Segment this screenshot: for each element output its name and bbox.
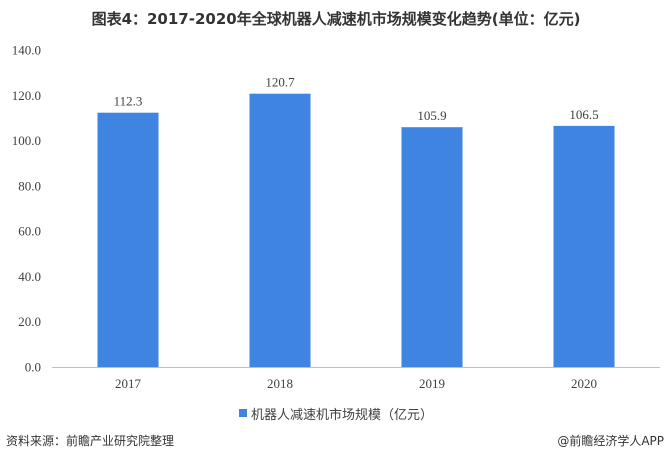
data-label-2019: 105.9 bbox=[417, 108, 446, 123]
legend: 机器人减速机市场规模（亿元） bbox=[0, 404, 672, 423]
y-tick-label-6: 120.0 bbox=[12, 88, 41, 103]
bar-2018 bbox=[249, 93, 311, 367]
x-tick-label-2017: 2017 bbox=[115, 376, 142, 391]
y-axis-tick-labels: 0.0 20.0 40.0 60.0 80.0 100.0 120.0 140.0 bbox=[12, 43, 41, 375]
x-tick-label-2019: 2019 bbox=[419, 376, 445, 391]
y-tick-label-0: 0.0 bbox=[25, 360, 41, 375]
bar-2020 bbox=[553, 125, 615, 368]
brand-credit: @前瞻经济学人APP bbox=[557, 434, 664, 448]
data-label-2017: 112.3 bbox=[114, 94, 143, 109]
data-labels-group: 112.3 120.7 105.9 106.5 bbox=[114, 75, 599, 124]
y-tick-label-3: 60.0 bbox=[18, 224, 41, 239]
legend-swatch bbox=[238, 408, 247, 417]
y-tick-label-4: 80.0 bbox=[18, 178, 41, 193]
source-note: 资料来源：前瞻产业研究院整理 bbox=[6, 434, 175, 448]
legend-label: 机器人减速机市场规模（亿元） bbox=[250, 408, 433, 423]
bars-group bbox=[97, 93, 615, 368]
x-axis-tick-labels: 2017 2018 2019 2020 bbox=[115, 376, 597, 391]
y-tick-label-1: 20.0 bbox=[18, 314, 41, 329]
chart-title: 图表4：2017-2020年全球机器人减速机市场规模变化趋势(单位：亿元) bbox=[91, 10, 581, 28]
y-tick-label-7: 140.0 bbox=[12, 43, 41, 58]
bar-2019 bbox=[401, 127, 463, 367]
x-tick-label-2020: 2020 bbox=[571, 376, 597, 391]
x-tick-label-2018: 2018 bbox=[267, 376, 293, 391]
data-label-2018: 120.7 bbox=[265, 75, 295, 90]
data-label-2020: 106.5 bbox=[569, 107, 598, 122]
y-tick-label-5: 100.0 bbox=[12, 133, 41, 148]
y-tick-label-2: 40.0 bbox=[18, 269, 41, 284]
bar-2017 bbox=[97, 112, 159, 367]
